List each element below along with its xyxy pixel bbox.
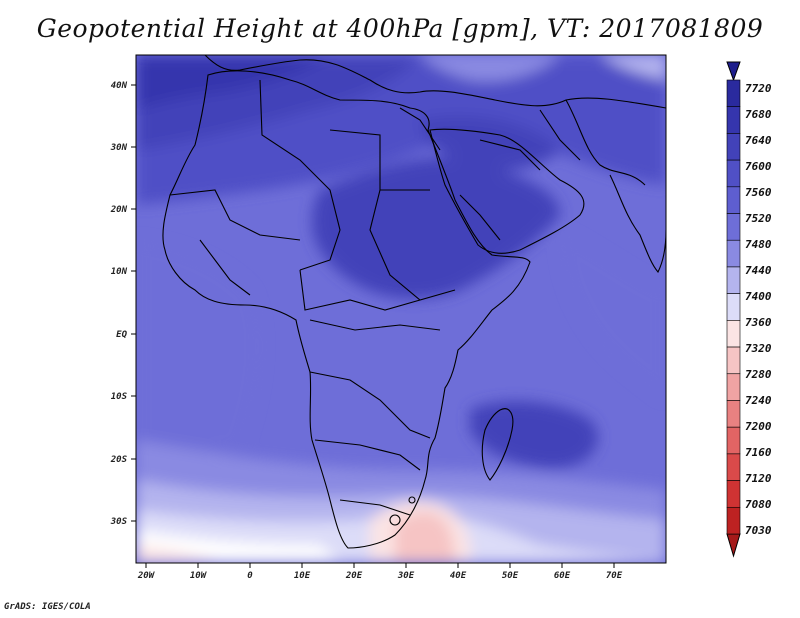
coastlines [162,55,666,549]
lon-label-10e: 10E [294,571,311,581]
colorbar-box [726,133,741,161]
colorbar-box [726,213,741,241]
lon-label-20e: 20E [345,571,363,581]
lat-label-30n: 30N [110,143,128,153]
colorbar-box [726,426,741,455]
colorbar-label: 7120 [745,472,772,485]
colorbar-label: 7160 [745,446,772,459]
colorbar-label: 7680 [745,108,772,121]
colorbar-box [726,346,741,375]
colorbar-label: 7400 [745,290,772,303]
lon-label-60e: 60E [554,571,571,581]
lat-label-20n: 20N [110,205,128,215]
colorbar-box [726,239,741,268]
lon-label-10w: 10W [190,571,208,581]
height-field [136,55,666,563]
lon-label-40e: 40E [450,571,467,581]
colorbar-label: 7360 [745,316,772,329]
colorbar-label: 7200 [745,420,772,433]
lat-label-30s: 30S [110,517,128,527]
colorbar-label: 7080 [745,498,772,511]
colorbar-label: 7440 [745,264,772,277]
lat-label-eq: EQ [116,330,127,340]
colorbar-box [726,320,741,348]
colorbar-label: 7600 [745,160,772,173]
lon-label-20w: 20W [137,571,156,581]
lon-label-0: 0 [247,571,253,581]
colorbar-box [726,159,741,188]
colorbar-label: 7030 [745,524,772,537]
colorbar-bottom-arrow [726,533,741,558]
colorbar-label: 7480 [745,238,772,251]
colorbar-label: 7720 [745,82,772,95]
longitude-axis: 20W 10W 0 10E 20E 30E 40E 50E 60E 70E [137,563,623,581]
colorbar-label: 7560 [745,186,772,199]
lat-label-20s: 20S [110,455,128,465]
plot-frame [135,54,667,564]
lat-label-10s: 10S [111,392,128,402]
colorbar-label: 7640 [745,134,772,147]
lat-label-10n: 10N [111,267,128,277]
colorbar-box [726,266,741,294]
colorbar-box [726,506,741,535]
colorbar: 7720 7680 7640 7600 7560 7520 7480 7440 … [726,61,772,558]
colorbar-box [726,480,741,508]
lat-label-40n: 40N [111,81,128,91]
lon-label-70e: 70E [606,571,623,581]
colorbar-label: 7320 [745,342,772,355]
colorbar-box [726,106,741,134]
map-title: Geopotential Height at 400hPa [gpm], VT:… [36,14,764,43]
lon-label-30e: 30E [397,571,415,581]
colorbar-box [726,186,741,214]
colorbar-box [726,79,741,108]
colorbar-box [726,453,741,481]
grads-credit: GrADS: IGES/COLA [4,602,91,612]
colorbar-label: 7280 [745,368,772,381]
colorbar-box [726,400,741,428]
colorbar-label: 7520 [745,212,772,225]
colorbar-label: 7240 [745,394,772,407]
latitude-axis: 40N 30N 20N 10N EQ 10S 20S 30S [110,81,136,527]
colorbar-box [726,293,741,321]
lon-label-50e: 50E [502,571,519,581]
colorbar-top-arrow [726,61,741,82]
colorbar-box [726,373,741,401]
